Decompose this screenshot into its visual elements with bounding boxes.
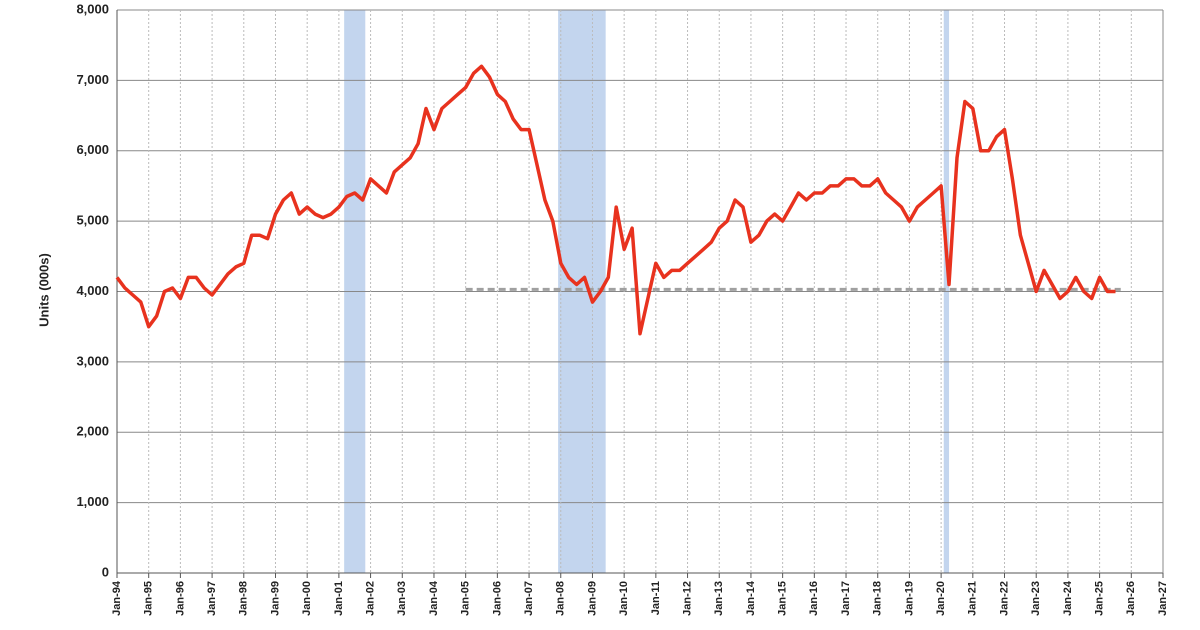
x-tick-label: Jan-94: [111, 580, 123, 616]
x-tick-label: Jan-26: [1125, 581, 1137, 616]
y-tick-label: 5,000: [76, 213, 109, 228]
x-tick-label: Jan-08: [555, 581, 567, 616]
x-tick-label: Jan-11: [650, 581, 662, 615]
y-tick-label: 3,000: [76, 353, 109, 368]
x-tick-label: Jan-16: [808, 581, 820, 616]
x-tick-label: Jan-99: [269, 581, 281, 616]
x-tick-label: Jan-02: [364, 581, 376, 616]
x-tick-label: Jan-95: [143, 581, 155, 616]
x-tick-label: Jan-07: [523, 581, 535, 616]
x-tick-label: Jan-00: [301, 581, 313, 616]
x-tick-label: Jan-96: [174, 581, 186, 616]
data-line: [115, 64, 1116, 336]
y-tick-label: 7,000: [76, 72, 109, 87]
x-tick-label: Jan-17: [840, 581, 852, 616]
x-tick-label: Jan-25: [1094, 581, 1106, 616]
x-tick-label: Jan-24: [1062, 580, 1074, 616]
y-axis-label: Units (000s): [36, 253, 51, 327]
x-tick-label: Jan-21: [967, 581, 979, 616]
x-tick-label: Jan-15: [777, 581, 789, 616]
x-tick-label: Jan-04: [428, 580, 440, 616]
x-tick-label: Jan-06: [491, 581, 503, 616]
x-tick-label: Jan-03: [396, 581, 408, 616]
x-tick-label: Jan-09: [586, 581, 598, 616]
x-tick-label: Jan-22: [998, 581, 1010, 616]
y-tick-label: 2,000: [76, 424, 109, 439]
x-tick-label: Jan-98: [238, 581, 250, 616]
x-tick-label: Jan-27: [1157, 581, 1169, 616]
y-tick-label: 8,000: [76, 1, 109, 16]
x-tick-label: Jan-18: [872, 581, 884, 616]
x-tick-label: Jan-19: [903, 581, 915, 616]
x-tick-label: Jan-13: [713, 581, 725, 616]
x-tick-label: Jan-97: [206, 581, 218, 616]
x-tick-label: Jan-01: [333, 581, 345, 616]
y-tick-label: 4,000: [76, 283, 109, 298]
y-tick-label: 1,000: [76, 494, 109, 509]
y-tick-label: 0: [102, 564, 109, 579]
y-tick-label: 6,000: [76, 142, 109, 157]
x-tick-label: Jan-23: [1030, 581, 1042, 616]
x-tick-label: Jan-20: [935, 581, 947, 616]
x-tick-label: Jan-12: [681, 581, 693, 616]
x-tick-label: Jan-10: [618, 581, 630, 616]
x-tick-label: Jan-05: [460, 581, 472, 616]
x-tick-label: Jan-14: [745, 580, 757, 616]
